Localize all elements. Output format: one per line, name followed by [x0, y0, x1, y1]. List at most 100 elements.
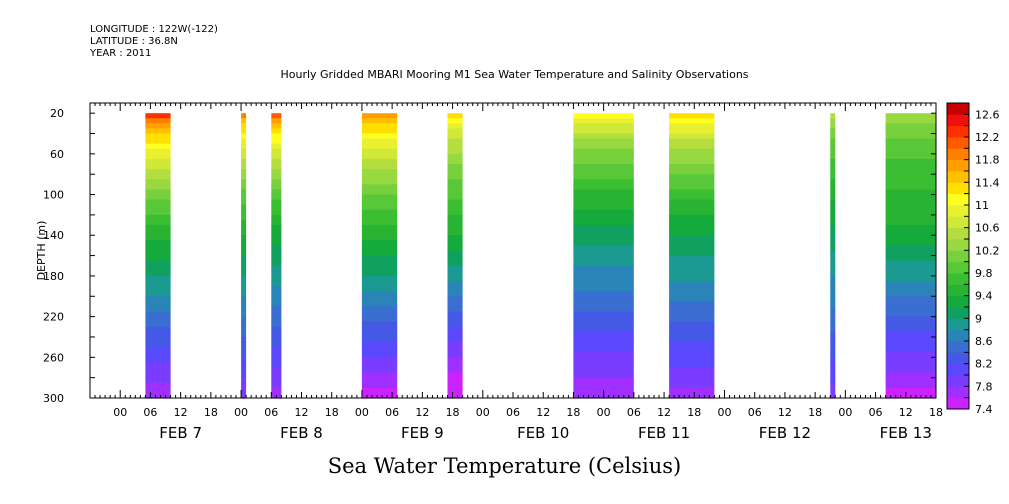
x-tick-label: 12 — [174, 406, 188, 419]
day-label: FEB 7 — [159, 424, 202, 442]
temperature-cell — [669, 255, 715, 262]
temperature-cell — [271, 179, 282, 185]
temperature-cell — [447, 184, 463, 191]
x-tick-label: 18 — [204, 406, 218, 419]
temperature-cell — [830, 245, 836, 252]
temperature-cell — [573, 189, 634, 196]
x-tick-label: 00 — [838, 406, 852, 419]
temperature-cell — [573, 275, 634, 282]
colorbar: 12.6 12.2 11.8 11.4 11 10.6 10.2 9.8 9.4 9 8.6 8.2 7… — [946, 102, 1000, 416]
longitude-label: LONGITUDE : 122W(-122) — [90, 24, 218, 35]
temperature-cell — [669, 357, 715, 363]
x-tick-label: 00 — [355, 406, 369, 419]
temperature-cell — [669, 143, 715, 150]
temperature-cell — [145, 255, 171, 262]
temperature-cell — [573, 235, 634, 241]
colorbar-swatch — [947, 103, 969, 115]
temperature-cell — [447, 164, 463, 170]
temperature-cell — [361, 164, 398, 170]
temperature-cell — [669, 133, 715, 140]
temperature-cell — [447, 377, 463, 384]
temperature-cell — [885, 296, 936, 302]
temperature-cell — [145, 331, 171, 338]
temperature-cell — [830, 204, 836, 211]
temperature-cell — [573, 240, 634, 246]
temperature-cell — [447, 342, 463, 348]
temperature-cell — [271, 306, 282, 313]
temperature-cell — [145, 250, 171, 257]
temperature-cell — [361, 270, 398, 277]
colorbar-swatch — [947, 216, 969, 229]
y-tick-label: 300 — [43, 392, 64, 405]
temperature-cell — [573, 194, 634, 201]
colorbar-label: 11.4 — [975, 176, 1000, 189]
temperature-cell — [447, 260, 463, 267]
colorbar-swatch — [947, 341, 969, 353]
temperature-cell — [271, 250, 282, 257]
temperature-cell — [241, 169, 247, 175]
temperature-cell — [573, 204, 634, 211]
temperature-cell — [241, 387, 247, 394]
temperature-cell — [361, 189, 398, 196]
temperature-cell — [271, 301, 282, 308]
temperature-cell — [885, 331, 936, 338]
temperature-cell — [447, 337, 463, 343]
temperature-cell — [830, 250, 836, 257]
temperature-cell — [447, 392, 463, 399]
temperature-cell — [669, 392, 715, 399]
temperature-cell — [573, 306, 634, 313]
temperature-cell — [145, 184, 171, 191]
temperature-cell — [271, 331, 282, 338]
day-label: FEB 9 — [401, 424, 444, 442]
temperature-cell — [669, 367, 715, 374]
temperature-cell — [447, 113, 463, 119]
temperature-cell — [447, 179, 463, 185]
temperature-cell — [447, 326, 463, 333]
temperature-cell — [145, 296, 171, 302]
temperature-cell — [447, 220, 463, 226]
temperature-cell — [830, 331, 836, 338]
temperature-cell — [145, 128, 171, 135]
temperature-cell — [271, 240, 282, 246]
temperature-cell — [361, 199, 398, 206]
temperature-cell — [573, 164, 634, 170]
temperature-cell — [271, 138, 282, 145]
x-tick-label: 18 — [566, 406, 580, 419]
temperature-cell — [885, 128, 936, 135]
temperature-cell — [573, 260, 634, 267]
temperature-cell — [361, 275, 398, 282]
temperature-cell — [830, 143, 836, 150]
data-segment — [361, 113, 398, 399]
temperature-cell — [669, 184, 715, 191]
temperature-cell — [447, 214, 463, 221]
day-label: FEB 12 — [759, 424, 811, 442]
temperature-cell — [573, 220, 634, 226]
temperature-cell — [271, 326, 282, 333]
temperature-cell — [271, 291, 282, 297]
temperature-cell — [271, 214, 282, 221]
temperature-cell — [447, 347, 463, 353]
colorbar-label: 11.8 — [975, 154, 1000, 167]
colorbar-frame — [946, 102, 970, 410]
temperature-cell — [573, 362, 634, 369]
temperature-cell — [271, 275, 282, 282]
temperature-cell — [271, 281, 282, 287]
temperature-cell — [830, 270, 836, 277]
temperature-cell — [361, 245, 398, 252]
temperature-cell — [447, 153, 463, 160]
temperature-cell — [271, 133, 282, 140]
temperature-cell — [361, 169, 398, 175]
temperature-cell — [361, 138, 398, 145]
temperature-cell — [885, 199, 936, 206]
temperature-cell — [885, 194, 936, 201]
temperature-cell — [830, 362, 836, 369]
colorbar-swatch — [947, 397, 969, 410]
temperature-cell — [447, 138, 463, 145]
y-tick-label: 260 — [43, 351, 64, 364]
temperature-cell — [361, 174, 398, 180]
temperature-cell — [447, 286, 463, 292]
colorbar-swatch — [947, 352, 969, 365]
temperature-cell — [573, 128, 634, 135]
temperature-cell — [447, 118, 463, 124]
temperature-cell — [145, 367, 171, 374]
